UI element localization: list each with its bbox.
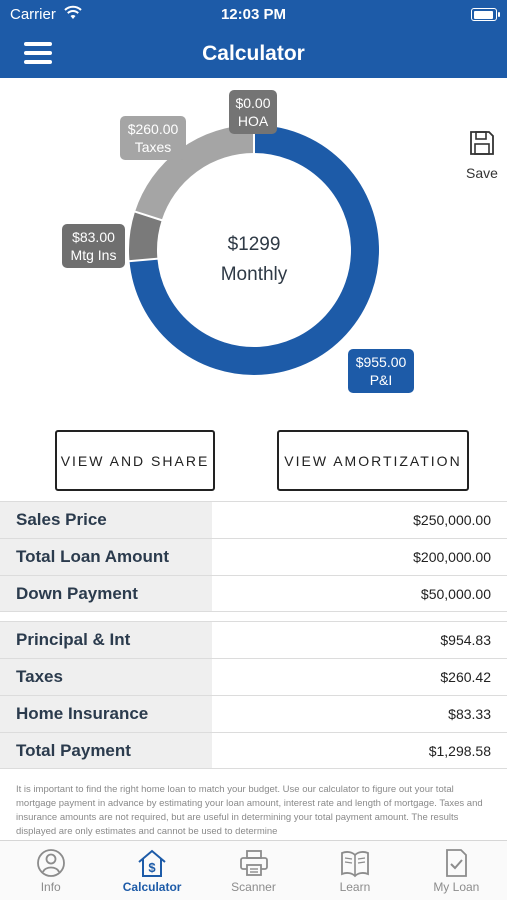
donut-slice-taxes (135, 125, 255, 221)
table-row: Taxes $260.42 (0, 658, 507, 695)
payment-table: Principal & Int $954.83 Taxes $260.42 Ho… (0, 621, 507, 769)
row-value: $83.33 (448, 706, 491, 722)
row-label: Down Payment (0, 576, 212, 611)
printer-icon (239, 850, 268, 876)
row-label: Principal & Int (0, 622, 212, 658)
page-title: Calculator (202, 42, 305, 65)
tab-label: Info (40, 880, 61, 894)
row-value: $250,000.00 (413, 512, 491, 528)
tab-label: Calculator (122, 880, 182, 894)
pi-tag: $955.00 P&I (348, 349, 414, 393)
carrier-label: Carrier (10, 6, 56, 23)
table-row: Total Loan Amount $200,000.00 (0, 538, 507, 575)
table-row: Down Payment $50,000.00 (0, 575, 507, 612)
save-button[interactable]: Save (462, 130, 502, 181)
nav-bar: Calculator (0, 30, 507, 78)
hamburger-menu-icon[interactable] (24, 40, 54, 66)
monthly-label: Monthly (220, 264, 288, 285)
svg-text:$: $ (148, 860, 156, 875)
document-check-icon (446, 849, 468, 877)
row-label: Total Payment (0, 733, 212, 768)
view-amortization-button[interactable]: VIEW AMORTIZATION (277, 430, 469, 491)
tab-calculator[interactable]: $ Calculator (101, 841, 202, 900)
hoa-tag: $0.00 HOA (229, 90, 277, 134)
row-label: Taxes (0, 659, 212, 695)
floppy-disk-icon (470, 131, 494, 155)
status-bar: Carrier 12:03 PM (0, 0, 507, 30)
row-value: $1,298.58 (428, 742, 491, 759)
table-row: Sales Price $250,000.00 (0, 501, 507, 538)
table-row: Home Insurance $83.33 (0, 695, 507, 732)
donut-separator (133, 210, 163, 222)
donut-slice-mtg-ins (129, 211, 162, 262)
taxes-value-label: $260.00 (127, 121, 179, 137)
pi-category-label: P&I (369, 372, 393, 388)
mtg-ins-value-label: $83.00 (72, 229, 115, 245)
row-value: $954.83 (440, 632, 491, 648)
mtg-ins-category-label: Mtg Ins (70, 247, 117, 263)
disclaimer-text: It is important to find the right home l… (16, 784, 483, 837)
tab-label: My Loan (433, 880, 480, 894)
status-time: 12:03 PM (220, 6, 287, 23)
tab-my-loan[interactable]: My Loan (406, 841, 507, 900)
taxes-category-label: Taxes (134, 139, 172, 155)
donut-slice-p-i (129, 125, 379, 375)
tab-label: Learn (339, 880, 371, 894)
tab-scanner[interactable]: Scanner (203, 841, 304, 900)
row-value: $200,000.00 (413, 549, 491, 565)
tab-learn[interactable]: Learn (304, 841, 405, 900)
wifi-icon (64, 5, 82, 19)
table-row: Principal & Int $954.83 (0, 621, 507, 658)
info-person-icon (36, 849, 65, 877)
tab-info[interactable]: Info (0, 841, 101, 900)
monthly-amount: $1299 (227, 234, 281, 255)
donut-separator (128, 257, 159, 263)
house-dollar-icon: $ (138, 849, 166, 877)
hoa-category-label: HOA (237, 113, 269, 129)
mtg-ins-tag: $83.00 Mtg Ins (62, 224, 125, 268)
tab-bar: Info $ Calculator Scanner Learn (0, 840, 507, 900)
view-and-share-button[interactable]: VIEW AND SHARE (55, 430, 215, 491)
payment-chart: $1299 Monthly $0.00 HOA $260.00 Taxes $8… (0, 78, 507, 423)
book-icon (341, 851, 369, 878)
table-row: Total Payment $1,298.58 (0, 732, 507, 769)
tab-label: Scanner (231, 880, 276, 894)
loan-table: Sales Price $250,000.00 Total Loan Amoun… (0, 501, 507, 612)
battery-icon (471, 8, 500, 21)
taxes-tag: $260.00 Taxes (120, 116, 186, 160)
row-value: $260.42 (440, 669, 491, 685)
row-label: Sales Price (0, 502, 212, 538)
hoa-value-label: $0.00 (235, 95, 271, 111)
row-value: $50,000.00 (420, 585, 491, 602)
save-label: Save (466, 165, 498, 181)
row-label: Home Insurance (0, 696, 212, 732)
pi-value-label: $955.00 (355, 354, 407, 370)
row-label: Total Loan Amount (0, 539, 212, 575)
